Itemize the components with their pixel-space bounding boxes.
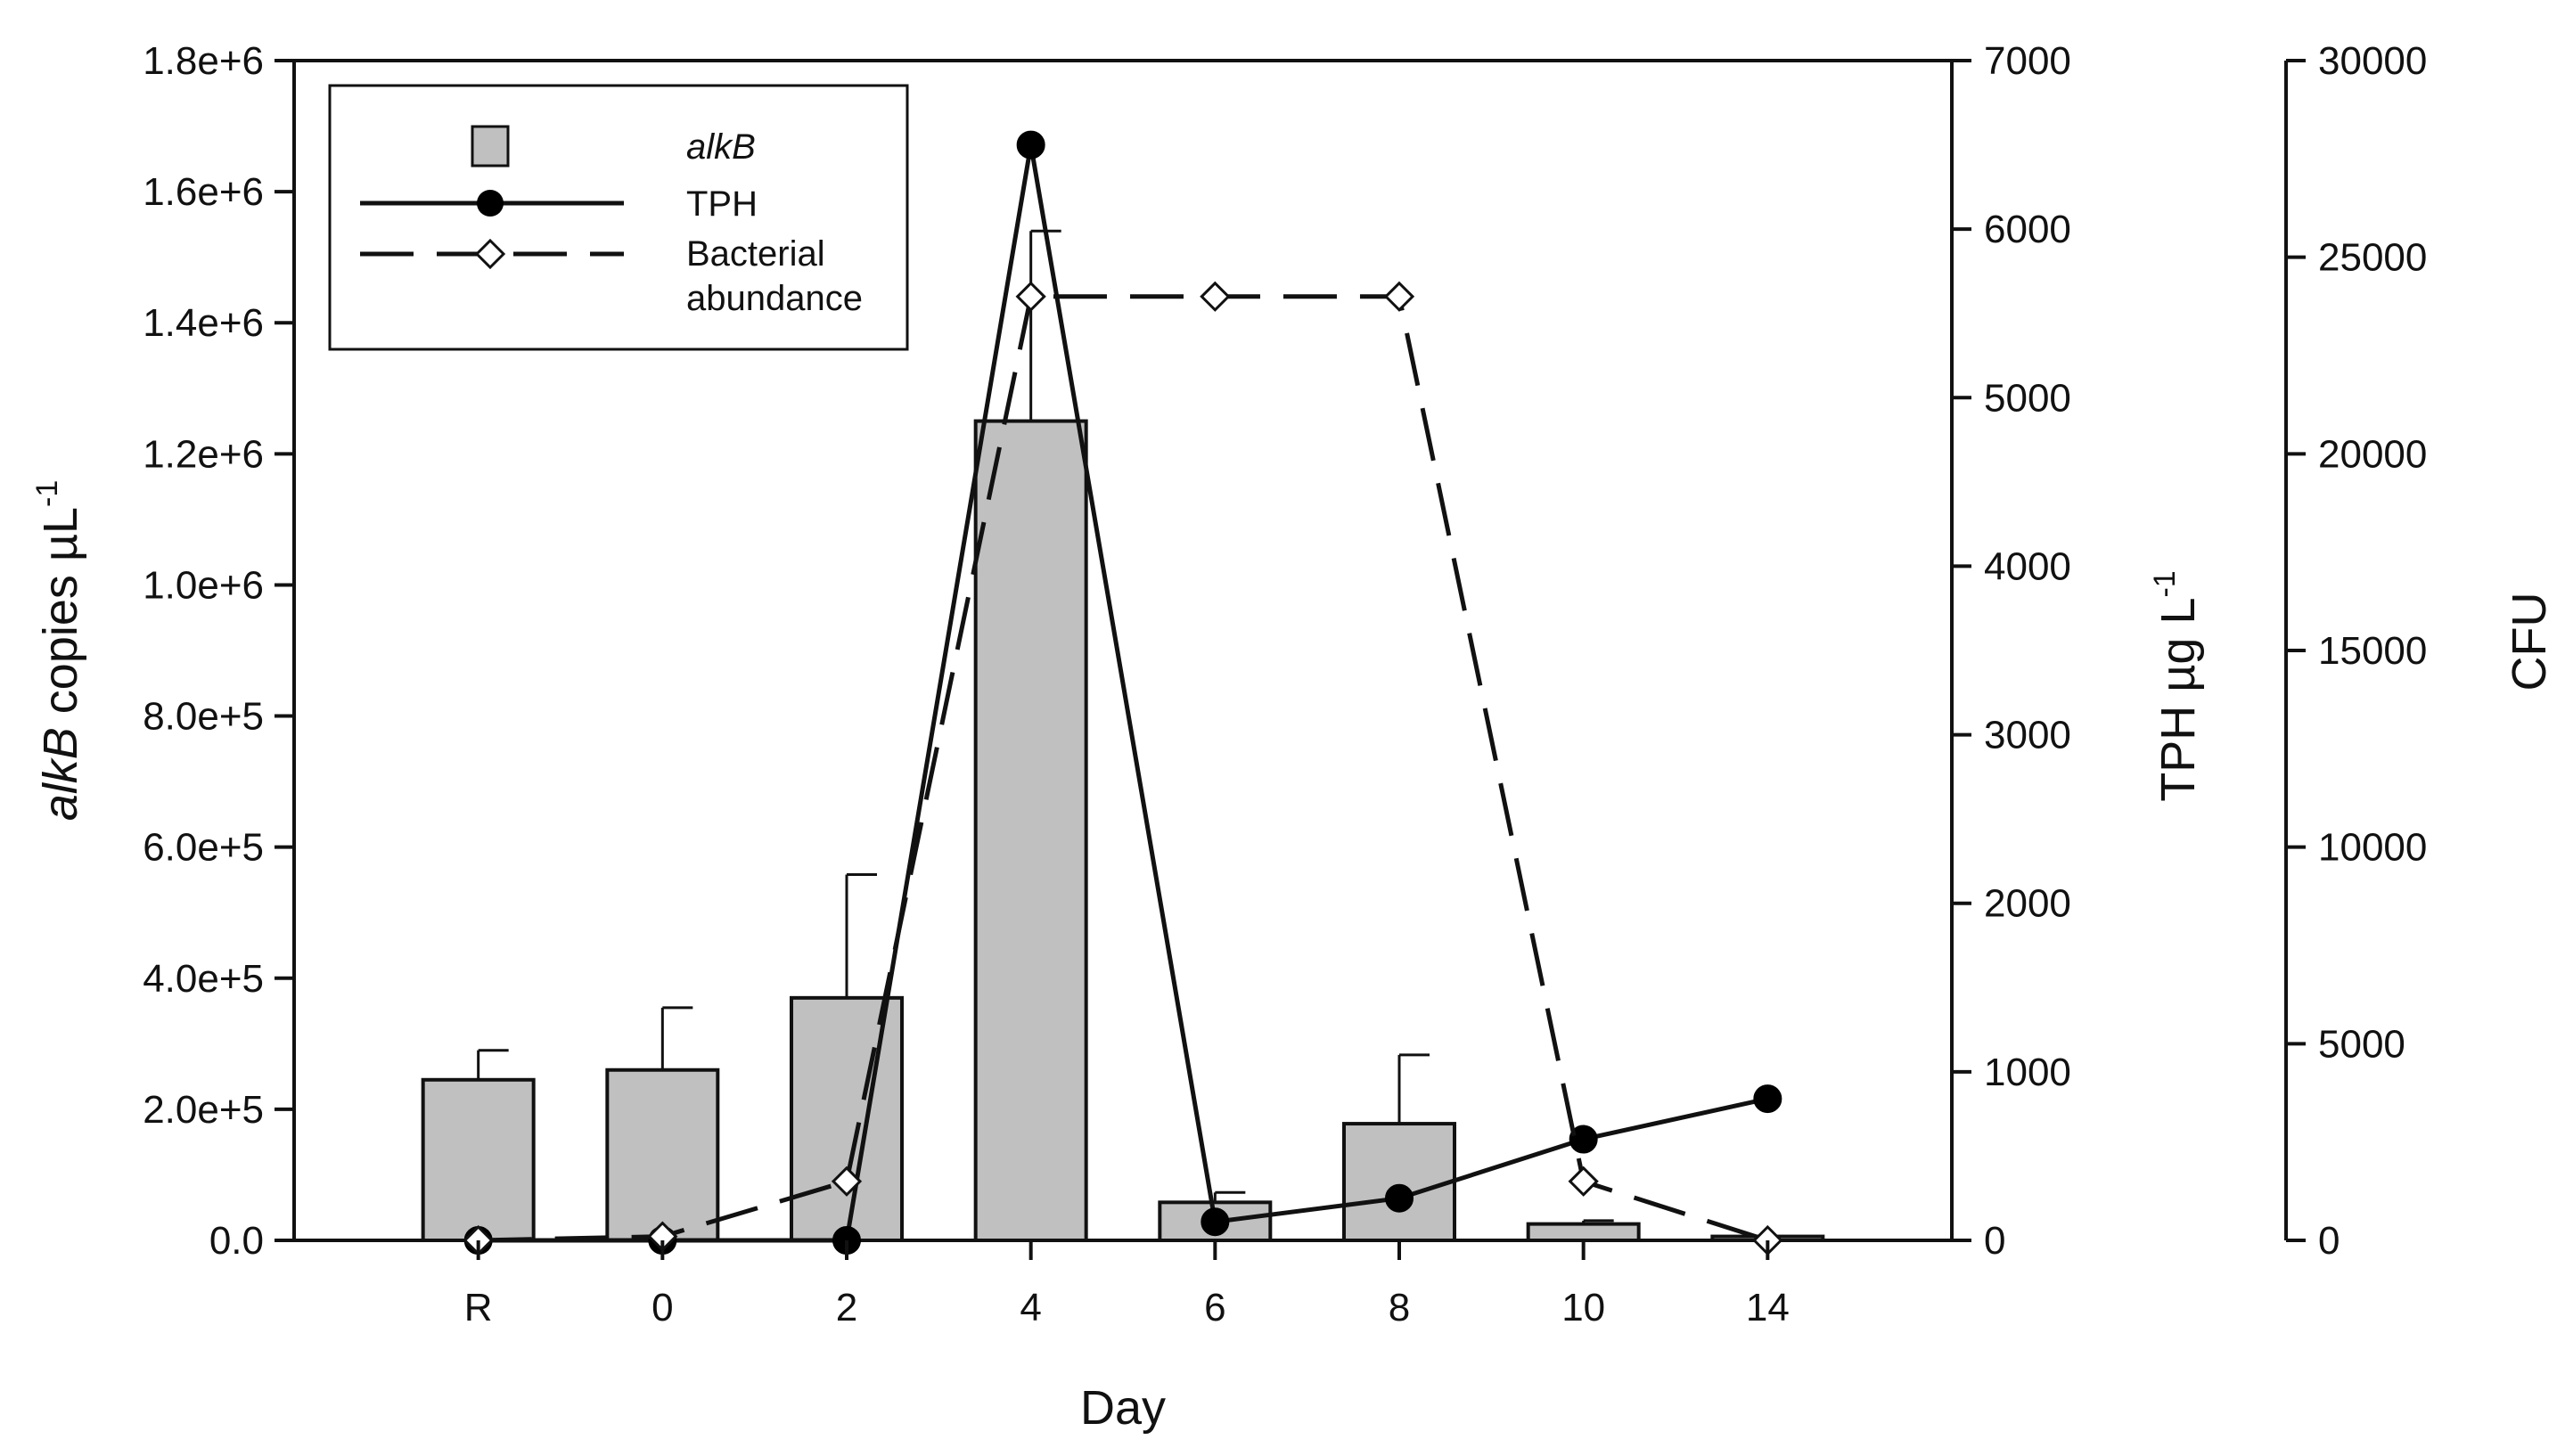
point-marker	[1385, 1183, 1414, 1213]
point-marker	[1569, 1125, 1598, 1154]
right-axis-tph-tick-label: 7000	[1984, 39, 2071, 83]
left-axis-tick-label: 1.0e+6	[143, 563, 264, 607]
point-marker	[1200, 281, 1231, 312]
legend-label: alkB	[686, 127, 756, 167]
series-line	[478, 294, 1769, 1243]
bar	[605, 1067, 720, 1243]
x-axis-tick-label: 4	[1020, 1286, 1041, 1329]
right-axis-tph-tick-label: 0	[1984, 1219, 2005, 1263]
left-axis-tick-label: 1.2e+6	[143, 432, 264, 476]
bar	[421, 1077, 536, 1243]
point-marker	[831, 1166, 863, 1197]
x-axis-tick-label: 8	[1389, 1286, 1410, 1329]
legend: alkB TPH Bacterial abundance	[328, 84, 909, 351]
point-marker	[1753, 1084, 1782, 1114]
left-axis-tick-label: 1.6e+6	[143, 170, 264, 214]
axis-title-part: alkB	[34, 727, 87, 821]
bar	[973, 419, 1088, 1242]
axis-title-part: copies µL	[34, 507, 87, 727]
bar	[1342, 1122, 1456, 1243]
error-bars-alkb	[477, 229, 1614, 1224]
left-axis-tick-label: 4.0e+5	[143, 957, 264, 1001]
right-axis-cfu-tick-label: 10000	[2318, 826, 2427, 870]
axes: 0.0 2.0e+5 4.0e+5 6.0e+5 8.0e+5 1.0e+6 1.2e+6 1…	[30, 39, 2556, 1435]
right-axis-tph-tick-label: 1000	[1984, 1051, 2071, 1094]
axis-title-part: TPH µg L	[2151, 598, 2205, 802]
point-marker	[1568, 1166, 1599, 1197]
point-marker	[1383, 281, 1415, 312]
left-axis-tick-label: 2.0e+5	[143, 1088, 264, 1132]
legend-box	[328, 84, 909, 351]
right-axis-cfu-title: CFU	[2503, 593, 2556, 691]
point-marker	[1015, 281, 1046, 312]
left-axis-tick-label: 0.0	[209, 1219, 264, 1263]
left-axis-tick-label: 8.0e+5	[143, 695, 264, 739]
x-axis-title: Day	[1080, 1381, 1166, 1435]
right-axis-cfu-tick-label: 30000	[2318, 39, 2427, 83]
legend-swatch-marker	[477, 190, 504, 217]
bar	[1526, 1222, 1641, 1242]
x-axis-tick-label: 2	[836, 1286, 857, 1329]
x-axis-tick-label: 10	[1561, 1286, 1605, 1329]
right-axis-cfu-tick-label: 20000	[2318, 432, 2427, 476]
right-axis-tph-tick-label: 6000	[1984, 208, 2071, 251]
left-axis-tick-label: 1.8e+6	[143, 39, 264, 83]
axis-title-part: -1	[2148, 570, 2182, 597]
legend-swatch-bar	[471, 125, 510, 168]
legend-label: abundance	[686, 279, 863, 318]
right-axis-tph-title: TPH µg L-1	[2148, 570, 2205, 801]
x-axis-tick-label: R	[464, 1286, 493, 1329]
left-axis-tick-label: 1.4e+6	[143, 301, 264, 345]
right-axis-cfu-tick-label: 25000	[2318, 236, 2427, 280]
bar-series-alkb	[421, 419, 1825, 1243]
x-axis-tick-label: 0	[651, 1286, 673, 1329]
x-axis-tick-label: 6	[1204, 1286, 1225, 1329]
left-axis-tick-label: 6.0e+5	[143, 826, 264, 870]
legend-label: Bacterial	[686, 234, 825, 274]
left-axis-title: alkB copies µL-1	[30, 480, 87, 822]
right-axis-tph-tick-label: 2000	[1984, 882, 2071, 926]
right-axis-tph-tick-label: 5000	[1984, 376, 2071, 420]
point-marker	[1016, 130, 1045, 160]
right-axis-tph-tick-label: 4000	[1984, 544, 2071, 588]
point-marker	[1201, 1207, 1230, 1237]
bar	[790, 995, 904, 1243]
legend-label: TPH	[686, 184, 758, 224]
right-axis-cfu-tick-label: 0	[2318, 1219, 2340, 1263]
x-axis-tick-label: 14	[1746, 1286, 1790, 1329]
legend-swatch-marker	[474, 238, 506, 270]
right-axis-tph-tick-label: 3000	[1984, 714, 2071, 757]
right-axis-cfu-tick-label: 5000	[2318, 1022, 2405, 1066]
axis-title-part: -1	[30, 480, 64, 507]
series-line	[478, 144, 1768, 1243]
right-axis-cfu-tick-label: 15000	[2318, 629, 2427, 673]
